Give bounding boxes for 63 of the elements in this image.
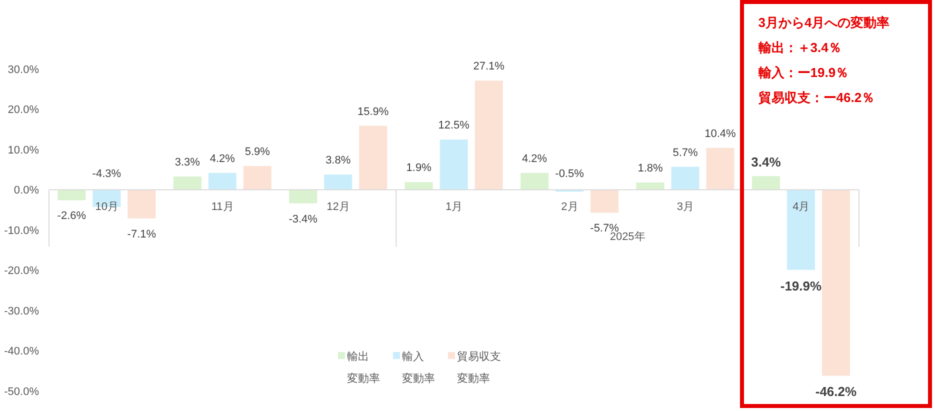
y-tick-label: -40.0% bbox=[4, 346, 40, 358]
bar bbox=[440, 139, 468, 190]
annotation: 輸入：ー19.9％ bbox=[758, 64, 849, 82]
data-label: 3.8% bbox=[326, 154, 351, 166]
legend-label: 輸入変動率 bbox=[402, 350, 435, 387]
bar bbox=[636, 182, 664, 190]
bar bbox=[706, 148, 734, 190]
x-tick-label: 4月 bbox=[792, 200, 810, 213]
data-label: 27.1% bbox=[473, 60, 505, 73]
bar bbox=[590, 190, 619, 213]
data-label: -4.3% bbox=[92, 168, 122, 180]
x-tick-label: 11月 bbox=[211, 200, 234, 213]
data-label: -3.4% bbox=[288, 213, 318, 226]
y-tick-label: 20.0% bbox=[8, 104, 40, 116]
y-tick-label: 10.0% bbox=[8, 144, 40, 156]
bar bbox=[173, 176, 202, 190]
data-label: 3.4% bbox=[751, 154, 782, 170]
bar bbox=[786, 190, 815, 270]
data-label: 1.8% bbox=[638, 162, 663, 175]
annotation: 2025年 bbox=[610, 230, 646, 243]
data-label: 3.3% bbox=[174, 156, 200, 168]
data-label: -0.5% bbox=[555, 168, 584, 180]
bar bbox=[208, 172, 236, 190]
y-tick-label: 30.0% bbox=[8, 64, 40, 76]
data-label: -46.2% bbox=[815, 384, 857, 400]
x-tick-label: 3月 bbox=[676, 200, 694, 213]
data-label: 4.2% bbox=[522, 152, 548, 165]
data-label: -7.1% bbox=[127, 228, 156, 240]
data-label: 10.4% bbox=[704, 128, 736, 140]
data-label: 15.9% bbox=[358, 106, 389, 118]
y-tick-label: -30.0% bbox=[4, 305, 40, 318]
text: 輸出：＋3.4％ bbox=[758, 39, 842, 57]
bar bbox=[822, 190, 850, 376]
bar bbox=[243, 166, 272, 190]
bar bbox=[359, 126, 388, 190]
bar bbox=[752, 176, 780, 190]
annotation: 貿易収支：ー46.2％ bbox=[758, 89, 875, 107]
legend-label: 貿易収支変動率 bbox=[457, 350, 501, 387]
bar bbox=[474, 80, 503, 190]
data-label: 5.9% bbox=[244, 146, 270, 158]
bar bbox=[671, 166, 700, 190]
x-tick-label: 12月 bbox=[326, 200, 350, 213]
y-tick-label: -50.0% bbox=[4, 386, 40, 398]
bar bbox=[128, 190, 156, 218]
x-tick-label: 10月 bbox=[95, 200, 118, 213]
y-tick-label: -20.0% bbox=[4, 265, 40, 278]
bar bbox=[289, 190, 318, 204]
data-label: 12.5% bbox=[438, 119, 470, 132]
bar bbox=[58, 190, 86, 200]
bar bbox=[520, 172, 549, 190]
data-label: 1.9% bbox=[406, 162, 432, 174]
x-tick-label: 1月 bbox=[445, 200, 463, 213]
data-label: -2.6% bbox=[57, 210, 86, 222]
bar bbox=[404, 182, 433, 190]
data-label: -19.9% bbox=[780, 278, 822, 294]
legend-label: 輸出変動率 bbox=[347, 350, 380, 387]
x-tick-label: 2月 bbox=[561, 200, 578, 213]
y-tick-label: 0.0% bbox=[14, 184, 40, 197]
y-tick-label: -10.0% bbox=[4, 224, 40, 237]
data-label: 5.7% bbox=[672, 146, 698, 159]
data-label: 4.2% bbox=[210, 152, 236, 165]
text: 3月から4月への変動率 bbox=[758, 14, 890, 32]
bar bbox=[324, 174, 352, 190]
